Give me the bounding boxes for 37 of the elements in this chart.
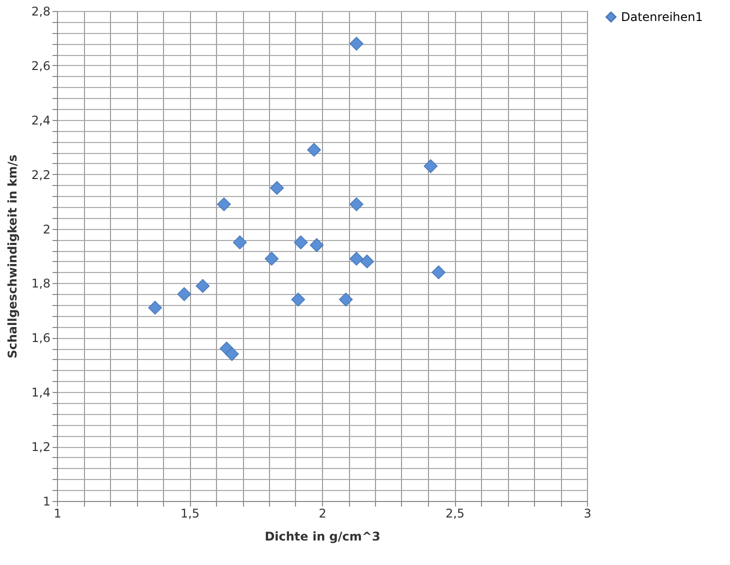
point: [350, 197, 364, 212]
point: [294, 235, 308, 250]
point: [310, 238, 324, 252]
y-tick-label: 2,4: [31, 113, 50, 128]
y-tick-label: 1,8: [31, 276, 50, 291]
point: [432, 265, 446, 280]
point: [148, 300, 162, 315]
point: [360, 254, 374, 268]
x-tick-label: 3: [584, 506, 592, 520]
x-tick-label: 2: [318, 506, 326, 520]
point: [424, 159, 438, 174]
y-tick-label: 1,6: [31, 331, 50, 346]
y-tick-label: 1,2: [31, 440, 50, 454]
y-tick-label: 1: [42, 494, 50, 508]
point: [350, 36, 364, 51]
point: [350, 252, 364, 266]
x-tick-label: 2,5: [445, 506, 465, 520]
point: [264, 252, 279, 266]
y-tick-label: 2,6: [31, 58, 50, 73]
legend-label: Datenreihen1: [621, 10, 703, 24]
point: [217, 197, 231, 212]
y-tick-label: 2,8: [31, 4, 50, 18]
point: [177, 287, 192, 302]
point: [307, 142, 321, 157]
point: [224, 347, 239, 361]
y-axis-title: Schallgeschwindigkeit in km/s: [5, 154, 20, 358]
point: [270, 181, 284, 195]
point: [338, 292, 353, 306]
x-tick-label: 1: [54, 506, 62, 520]
x-tick-label: 1,5: [180, 506, 200, 520]
y-tick-label: 2,2: [31, 168, 50, 182]
x-axis-title: Dichte in g/cm^3: [264, 530, 380, 544]
point: [232, 235, 247, 250]
y-tick-label: 1,4: [31, 386, 50, 400]
point: [291, 292, 306, 306]
point: [196, 279, 210, 293]
y-tick-label: 2: [42, 222, 50, 236]
